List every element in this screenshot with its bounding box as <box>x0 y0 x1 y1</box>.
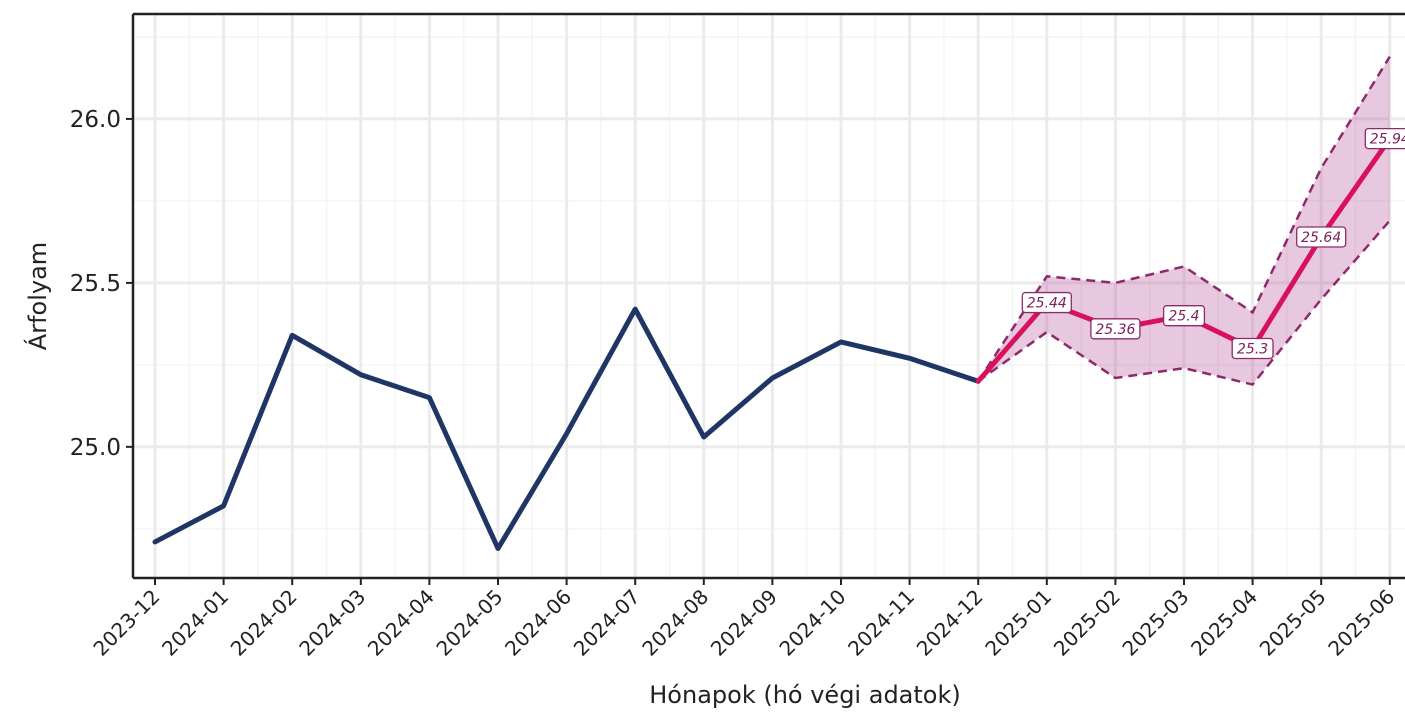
x-tick-label: 2025-06 <box>1323 585 1399 661</box>
x-tick-label: 2025-03 <box>1117 585 1193 661</box>
data-label-text: 25.94 <box>1370 132 1405 148</box>
data-label-text: 25.36 <box>1095 322 1135 338</box>
forecast-upper-bound-line <box>977 55 1391 382</box>
x-tick-label: 2025-02 <box>1049 585 1125 661</box>
data-label: 25.64 <box>1296 226 1347 248</box>
x-tick-label: 2024-03 <box>294 585 370 661</box>
historical-series-line <box>152 306 981 551</box>
x-tick-label: 2024-02 <box>226 585 302 661</box>
y-tick-label: 26.0 <box>70 107 121 133</box>
data-label: 25.44 <box>1021 291 1072 314</box>
x-tick-label: 2025-01 <box>980 585 1056 661</box>
y-axis-title: Árfolyam <box>23 242 52 350</box>
x-tick-label: 2024-08 <box>637 585 713 661</box>
data-label-box <box>1364 127 1405 150</box>
data-label: 25.3 <box>1231 337 1274 360</box>
forecast-data-labels: 25.44 25.36 25.4 25.3 25.64 25.94 <box>1021 127 1405 360</box>
forecast-band-area <box>978 56 1390 385</box>
grid <box>133 14 1405 578</box>
data-label-box <box>1231 337 1274 360</box>
x-tick-label: 2025-04 <box>1186 585 1262 661</box>
data-label: 25.94 <box>1364 127 1405 150</box>
data-label-box <box>1090 318 1141 340</box>
x-tick-label: 2023-12 <box>88 585 164 661</box>
x-tick-label: 2024-10 <box>774 585 850 661</box>
data-label-box <box>1162 305 1206 327</box>
data-label-text: 25.44 <box>1027 296 1067 312</box>
x-tick-label: 2024-04 <box>363 585 439 661</box>
x-tick-label: 2024-12 <box>912 585 988 661</box>
x-tick-label: 2024-01 <box>157 585 233 661</box>
y-tick-label: 25.0 <box>70 435 121 461</box>
x-axis-title: Hónapok (hó végi adatok) <box>649 681 960 709</box>
data-label-text: 25.64 <box>1301 230 1341 246</box>
data-label-box <box>1021 291 1072 314</box>
data-label-text: 25.3 <box>1237 341 1268 357</box>
x-tick-label: 2025-05 <box>1255 585 1331 661</box>
data-label: 25.4 <box>1162 305 1206 327</box>
data-label: 25.36 <box>1090 318 1141 340</box>
x-tick-label: 2024-05 <box>431 585 507 661</box>
x-tick-label: 2024-06 <box>500 585 576 661</box>
data-label-text: 25.4 <box>1168 309 1199 325</box>
x-tick-label: 2024-09 <box>706 585 782 661</box>
data-label-box <box>1296 226 1347 248</box>
forecast-interval-band <box>977 55 1391 386</box>
y-tick-label: 25.5 <box>70 271 121 297</box>
x-tick-label: 2024-07 <box>569 585 645 661</box>
x-tick-label: 2024-11 <box>843 585 919 661</box>
